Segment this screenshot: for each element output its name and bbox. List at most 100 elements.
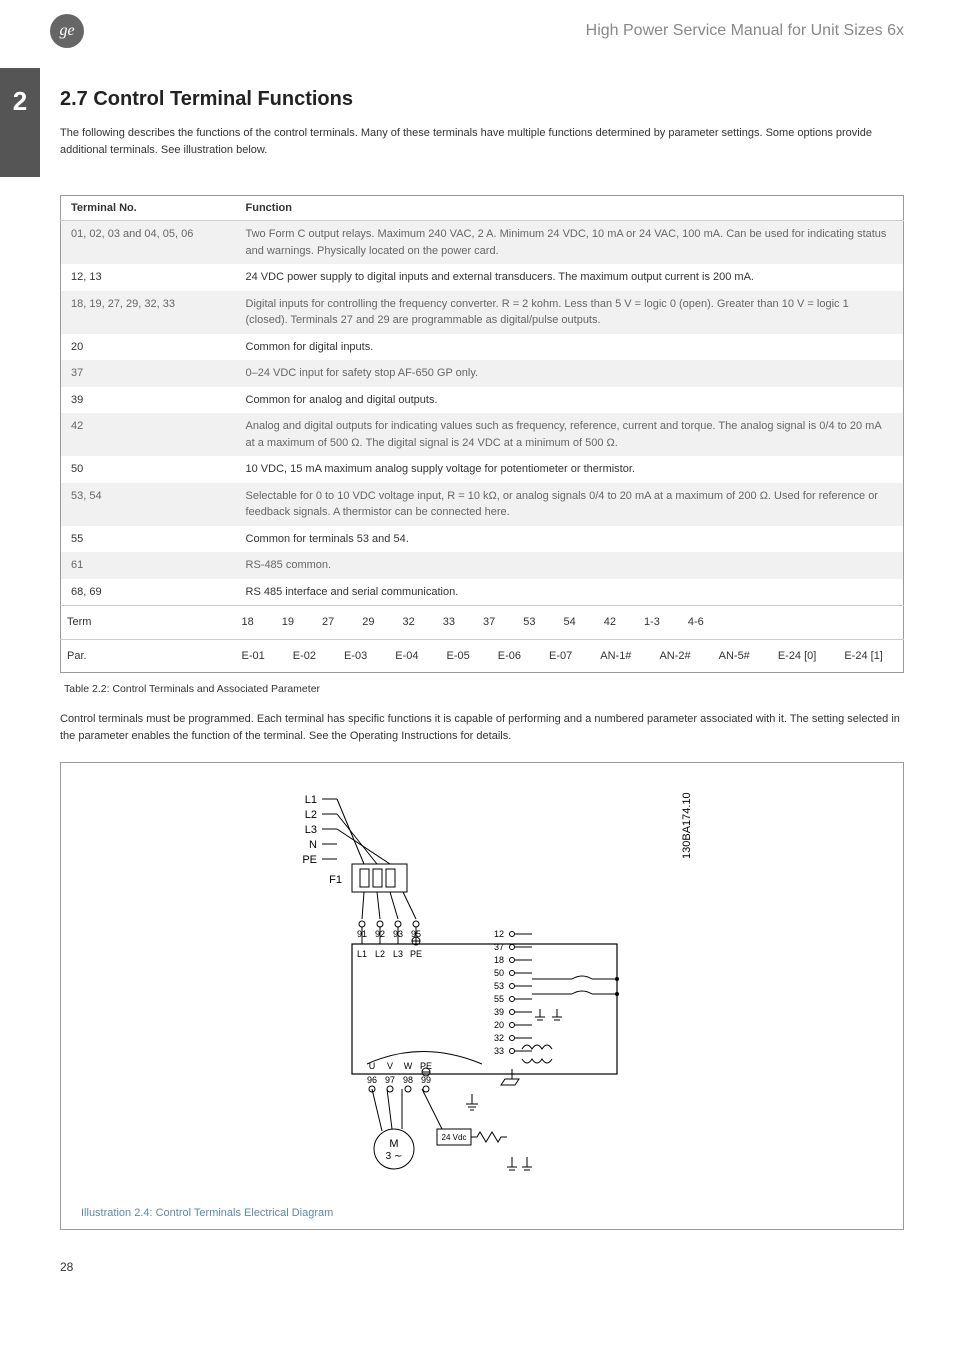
- row-value: 1-3: [644, 614, 660, 631]
- terminal-letter: L3: [393, 949, 403, 959]
- terminal-no-cell: 18, 19, 27, 29, 32, 33: [61, 291, 236, 334]
- function-cell: Two Form C output relays. Maximum 240 VA…: [236, 221, 904, 265]
- section-heading: 2.7 Control Terminal Functions: [60, 88, 954, 111]
- col-header-function: Function: [236, 196, 904, 221]
- terminal-no-cell: 68, 69: [61, 579, 236, 606]
- mains-label: L2: [305, 809, 317, 821]
- uvw-number: 97: [385, 1075, 395, 1085]
- row-value: E-05: [447, 648, 470, 665]
- row-value: E-06: [498, 648, 521, 665]
- right-terminal-number: 53: [494, 981, 504, 991]
- par-row: Par.E-01E-02E-03E-04E-05E-06E-07AN-1#AN-…: [61, 639, 904, 673]
- terminal-no-cell: 39: [61, 387, 236, 414]
- function-cell: 0–24 VDC input for safety stop AF-650 GP…: [236, 360, 904, 387]
- row-label: Term: [61, 606, 236, 640]
- diagram-side-label: 130BA174.10: [681, 792, 693, 859]
- page-footer: 28: [0, 1230, 954, 1294]
- row-value: AN-2#: [659, 648, 690, 665]
- fuse-label: F1: [329, 874, 342, 886]
- terminal-no-cell: 01, 02, 03 and 04, 05, 06: [61, 221, 236, 265]
- mains-label: PE: [302, 854, 317, 866]
- row-value: AN-1#: [600, 648, 631, 665]
- row-value: E-02: [293, 648, 316, 665]
- col-header-terminal: Terminal No.: [61, 196, 236, 221]
- terminal-no-cell: 53, 54: [61, 483, 236, 526]
- right-terminal-number: 12: [494, 929, 504, 939]
- table-row: 370–24 VDC input for safety stop AF-650 …: [61, 360, 904, 387]
- table-row: 53, 54Selectable for 0 to 10 VDC voltage…: [61, 483, 904, 526]
- row-values: E-01E-02E-03E-04E-05E-06E-07AN-1#AN-2#AN…: [236, 639, 904, 673]
- terminal-no-cell: 37: [61, 360, 236, 387]
- terminal-letter: L2: [375, 949, 385, 959]
- function-cell: Common for analog and digital outputs.: [236, 387, 904, 414]
- logo-text: ge: [59, 22, 74, 40]
- right-terminal-number: 37: [494, 942, 504, 952]
- section-number-tab: 2: [0, 68, 40, 177]
- row-value: 33: [443, 614, 455, 631]
- motor-sub: 3 ∼: [386, 1151, 403, 1162]
- section-heading-block: 2.7 Control Terminal Functions The follo…: [40, 68, 954, 177]
- table-row: 42Analog and digital outputs for indicat…: [61, 413, 904, 456]
- table-row: 61RS-485 common.: [61, 552, 904, 579]
- row-value: AN-5#: [719, 648, 750, 665]
- section-bar: 2 2.7 Control Terminal Functions The fol…: [0, 68, 954, 177]
- brake-label: 24 Vdc: [442, 1133, 467, 1142]
- row-value: E-24 [1]: [844, 648, 883, 665]
- motor-label: M: [389, 1138, 398, 1150]
- row-value: 27: [322, 614, 334, 631]
- row-value: E-04: [395, 648, 418, 665]
- row-values: 18 19 27 29 32 33 37 53 54 42 1-3 4-6: [236, 606, 904, 640]
- right-terminal-number: 33: [494, 1046, 504, 1056]
- function-table: Terminal No. Function 01, 02, 03 and 04,…: [60, 195, 904, 673]
- mains-label: L3: [305, 824, 317, 836]
- function-cell: 10 VDC, 15 mA maximum analog supply volt…: [236, 456, 904, 483]
- diagram-caption: Illustration 2.4: Control Terminals Elec…: [81, 1207, 883, 1219]
- row-value: 54: [564, 614, 576, 631]
- main-content: Terminal No. Function 01, 02, 03 and 04,…: [0, 195, 954, 1230]
- table-row: 01, 02, 03 and 04, 05, 06Two Form C outp…: [61, 221, 904, 265]
- page-header: ge High Power Service Manual for Unit Si…: [0, 0, 954, 58]
- row-value: 32: [403, 614, 415, 631]
- table-row: 12, 1324 VDC power supply to digital inp…: [61, 264, 904, 291]
- table-row: 55Common for terminals 53 and 54.: [61, 526, 904, 553]
- row-value: E-01: [242, 648, 265, 665]
- terminal-letter: L1: [357, 949, 367, 959]
- function-cell: Common for terminals 53 and 54.: [236, 526, 904, 553]
- uvw-letter: PE: [420, 1061, 432, 1071]
- row-value: 4-6: [688, 614, 704, 631]
- row-value: 53: [523, 614, 535, 631]
- terminal-no-cell: 61: [61, 552, 236, 579]
- right-terminal-number: 20: [494, 1020, 504, 1030]
- section-intro: The following describes the functions of…: [60, 125, 954, 158]
- uvw-letter: W: [404, 1061, 413, 1071]
- table-row: 5010 VDC, 15 mA maximum analog supply vo…: [61, 456, 904, 483]
- uvw-number: 98: [403, 1075, 413, 1085]
- function-cell: 24 VDC power supply to digital inputs an…: [236, 264, 904, 291]
- function-cell: Analog and digital outputs for indicatin…: [236, 413, 904, 456]
- function-cell: RS 485 interface and serial communicatio…: [236, 579, 904, 606]
- function-cell: RS-485 common.: [236, 552, 904, 579]
- page-number: 28: [60, 1260, 73, 1274]
- explain-text: Control terminals must be programmed. Ea…: [60, 711, 904, 744]
- uvw-number: 96: [367, 1075, 377, 1085]
- row-value: 19: [282, 614, 294, 631]
- mains-label: N: [309, 839, 317, 851]
- row-value: E-24 [0]: [778, 648, 817, 665]
- diagram-container: 130BA174.10 L1L2L3NPE F1 91929395 L1L: [60, 762, 904, 1230]
- right-terminal-number: 32: [494, 1033, 504, 1043]
- function-cell: Common for digital inputs.: [236, 334, 904, 361]
- row-value: 29: [362, 614, 374, 631]
- terminal-no-cell: 12, 13: [61, 264, 236, 291]
- table-row: 68, 69RS 485 interface and serial commun…: [61, 579, 904, 606]
- function-cell: Selectable for 0 to 10 VDC voltage input…: [236, 483, 904, 526]
- ge-logo: ge: [50, 14, 84, 48]
- terminal-no-cell: 50: [61, 456, 236, 483]
- table-row: 18, 19, 27, 29, 32, 33Digital inputs for…: [61, 291, 904, 334]
- row-value: 18: [242, 614, 254, 631]
- terminal-no-cell: 20: [61, 334, 236, 361]
- uvw-letter: V: [387, 1061, 393, 1071]
- mains-label: L1: [305, 794, 317, 806]
- right-terminal-number: 18: [494, 955, 504, 965]
- row-value: 37: [483, 614, 495, 631]
- row-value: 42: [604, 614, 616, 631]
